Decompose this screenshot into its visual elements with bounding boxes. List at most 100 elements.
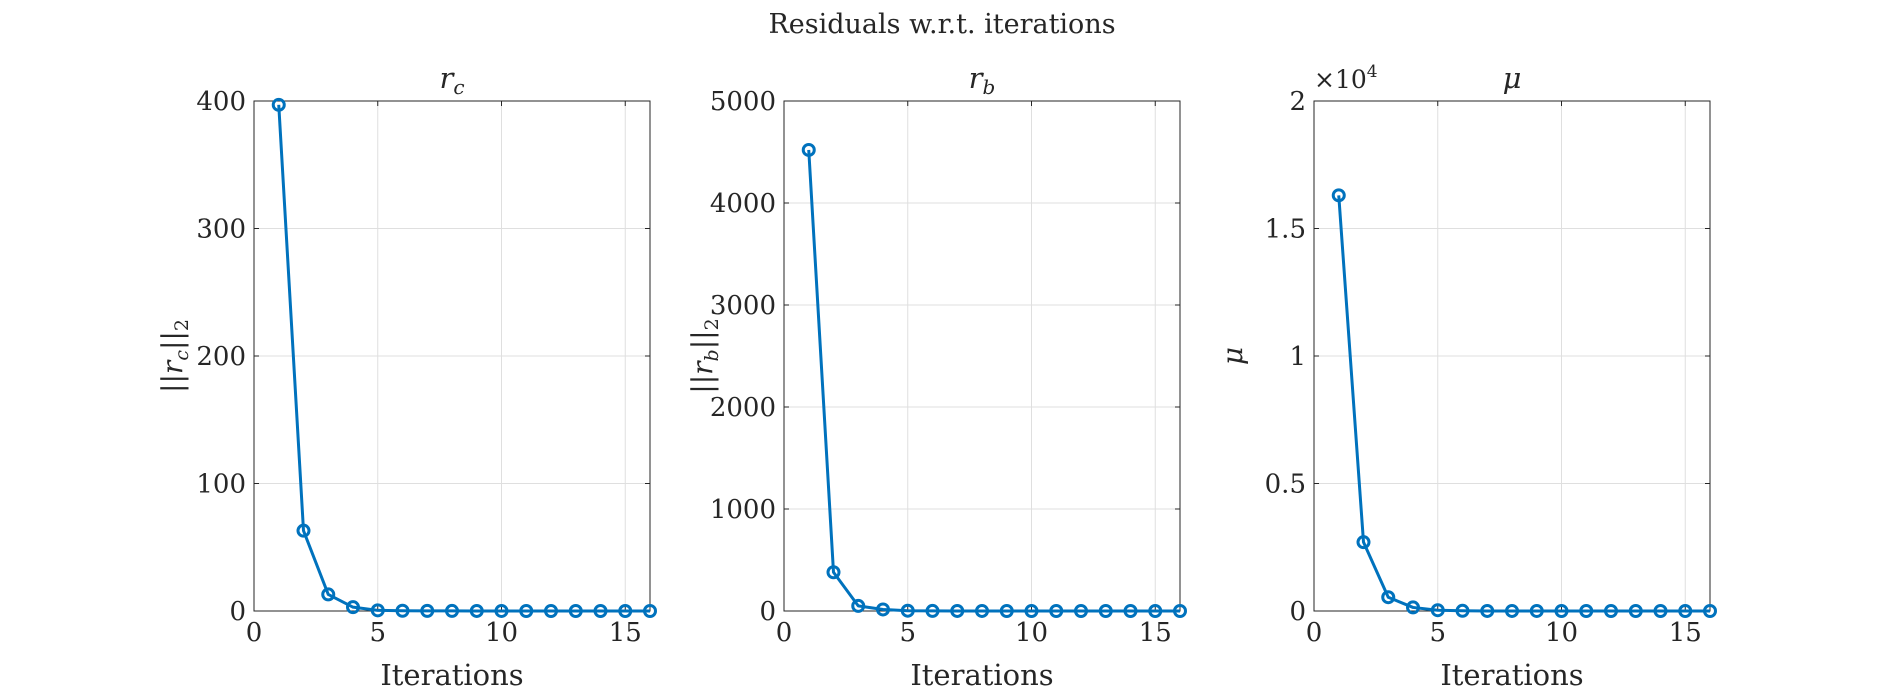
subplot-title-main: μ — [1503, 61, 1522, 95]
y-label-var: r — [156, 359, 189, 374]
y-axis-label: ||rb||2 — [686, 318, 723, 393]
x-tick-label: 15 — [609, 618, 642, 648]
x-tick-label: 0 — [246, 618, 263, 648]
x-axis-label: Iterations — [380, 658, 523, 692]
y-tick-label: 0 — [759, 597, 776, 627]
data-point — [519, 604, 534, 618]
data-point — [925, 603, 940, 618]
series-line — [1337, 195, 1710, 613]
data-point — [900, 603, 915, 618]
data-point — [950, 603, 965, 618]
data-point — [1430, 603, 1445, 618]
y-tick-label: 1.5 — [1265, 215, 1306, 245]
data-point — [851, 598, 866, 613]
y-label-sub2: 2 — [701, 318, 723, 330]
data-point — [1604, 604, 1618, 618]
data-point — [1049, 604, 1064, 618]
data-point — [593, 604, 608, 618]
data-point — [1381, 590, 1396, 605]
series-line — [807, 149, 1180, 613]
data-point — [1406, 600, 1420, 615]
data-point — [1579, 604, 1594, 618]
y-tick-label: 100 — [196, 470, 246, 500]
x-tick-label: 15 — [1139, 618, 1172, 648]
y-tick-label: 0 — [229, 597, 246, 627]
data-point — [1529, 603, 1544, 618]
data-point — [876, 602, 890, 617]
y-tick-label: 200 — [196, 342, 246, 372]
data-point — [826, 565, 841, 580]
data-point — [296, 523, 311, 538]
data-point — [271, 97, 286, 112]
data-point — [469, 603, 484, 618]
data-point — [1678, 604, 1693, 618]
y-tick-label: 3000 — [710, 291, 776, 321]
data-point — [618, 604, 633, 618]
data-point — [494, 603, 509, 618]
subplot-title: rc — [439, 61, 464, 99]
data-point — [544, 604, 558, 618]
y-label-bars: || — [156, 374, 189, 393]
data-point — [1703, 604, 1717, 618]
y-tick-label: 2000 — [710, 393, 776, 423]
data-point — [1554, 603, 1569, 618]
subplot-3: 0 5 10 15 0 0.5 1 1.5 2 Iterations μ μ ×104 — [1216, 61, 1717, 692]
y-label-var: r — [686, 360, 719, 375]
data-point — [370, 603, 385, 618]
exponent-power: 4 — [1367, 62, 1378, 82]
data-point — [445, 603, 459, 618]
data-point — [321, 587, 336, 602]
y-label-bars-2: || — [156, 331, 189, 350]
data-point — [1356, 535, 1371, 550]
subplot-title-sub: c — [453, 75, 464, 99]
y-label-sub: b — [701, 349, 723, 361]
y-tick-label: 1000 — [710, 495, 776, 525]
data-point — [1628, 604, 1643, 618]
subplot-2: 0 5 10 15010002000300040005000Iterations||r… — [686, 61, 1187, 692]
data-point — [1455, 603, 1470, 618]
data-point — [801, 142, 816, 157]
data-point — [1074, 604, 1088, 618]
data-point — [1098, 604, 1113, 618]
y-label-sub2: 2 — [171, 319, 193, 331]
data-point — [346, 600, 360, 615]
y-tick-label: 2 — [1289, 87, 1306, 117]
x-tick-label: 5 — [1429, 618, 1446, 648]
subplot-title-sub: b — [983, 75, 996, 99]
x-tick-label: 10 — [1015, 618, 1048, 648]
y-tick-label: 1 — [1289, 342, 1306, 372]
x-tick-label: 15 — [1669, 618, 1702, 648]
y-exponent-label: ×104 — [1314, 62, 1378, 94]
data-point — [975, 603, 989, 618]
data-point — [395, 603, 410, 618]
x-axis-label: Iterations — [910, 658, 1053, 692]
x-axis-label: Iterations — [1440, 658, 1583, 692]
data-point — [568, 604, 583, 618]
subplot-title: μ — [1503, 61, 1522, 95]
exponent-base: ×10 — [1314, 65, 1367, 94]
y-label-bars: || — [686, 375, 719, 394]
subplot-title: rb — [969, 61, 996, 99]
data-point — [1024, 603, 1039, 618]
subplot-title-main: r — [969, 61, 985, 95]
y-tick-label: 300 — [196, 215, 246, 245]
axes-frame — [783, 100, 1181, 612]
data-point — [1480, 603, 1495, 618]
y-axis-label: ||rc||2 — [156, 319, 193, 393]
x-tick-label: 0 — [776, 618, 793, 648]
subplot-title-main: r — [439, 61, 455, 95]
data-point — [1505, 603, 1519, 618]
data-point — [1173, 604, 1187, 618]
x-tick-label: 10 — [1545, 618, 1578, 648]
data-point — [1331, 188, 1346, 203]
x-tick-label: 5 — [899, 618, 916, 648]
y-label-bars-2: || — [686, 330, 719, 349]
y-tick-label: 0.5 — [1265, 470, 1306, 500]
figure-title: Residuals w.r.t. iterations — [768, 9, 1115, 40]
y-axis-label: μ — [1216, 347, 1249, 365]
y-tick-label: 4000 — [710, 189, 776, 219]
data-point — [1653, 604, 1668, 618]
